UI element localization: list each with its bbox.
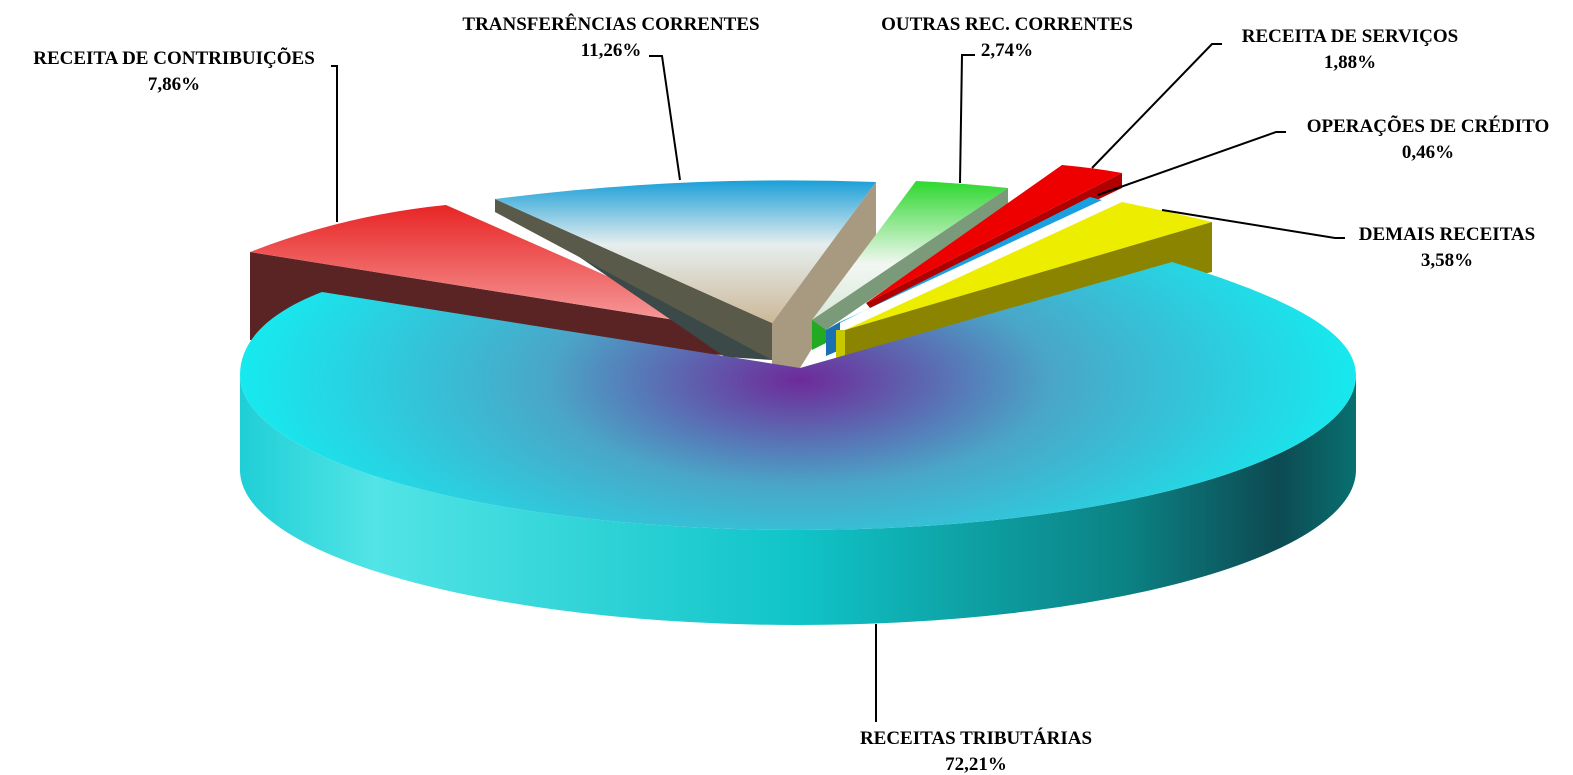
- slice-label-receita-de-contribuicoes-value: 7,86%: [148, 74, 200, 95]
- leader-line-operacoes-de-credito: [1097, 131, 1286, 196]
- pie-slice-transferencias-correntes: [495, 180, 876, 368]
- pie-slice-receitas-tributarias: [240, 262, 1356, 625]
- slice-label-receita-de-servicos-value: 1,88%: [1324, 52, 1376, 73]
- slice-label-demais-receitas-value: 3,58%: [1421, 250, 1473, 271]
- pie-slice-receita-de-servicos: [866, 165, 1122, 308]
- leader-line-outras-rec-correntes: [959, 54, 975, 184]
- slice-label-outras-rec-correntes-value: 2,74%: [981, 40, 1033, 61]
- slice-label-receitas-tributarias-value: 72,21%: [945, 754, 1007, 775]
- slice-labels: RECEITA DE CONTRIBUIÇÕES 7,86% TRANSFERÊ…: [33, 13, 1549, 775]
- pie-slice-demais-receitas: [836, 202, 1212, 358]
- slice-label-receita-de-contribuicoes-name: RECEITA DE CONTRIBUIÇÕES: [33, 47, 315, 69]
- slice-label-receita-de-servicos-name: RECEITA DE SERVIÇOS: [1242, 26, 1459, 47]
- slice-label-demais-receitas-name: DEMAIS RECEITAS: [1359, 224, 1536, 245]
- leader-line-demais-receitas: [1161, 209, 1345, 239]
- slice-label-transferencias-correntes-name: TRANSFERÊNCIAS CORRENTES: [462, 13, 759, 35]
- slice-label-operacoes-de-credito-value: 0,46%: [1402, 142, 1454, 163]
- leader-lines: [331, 43, 1345, 722]
- slice-label-transferencias-correntes-value: 11,26%: [581, 40, 642, 61]
- slice-label-operacoes-de-credito-name: OPERAÇÕES DE CRÉDITO: [1307, 115, 1549, 137]
- slice-label-outras-rec-correntes-name: OUTRAS REC. CORRENTES: [881, 14, 1133, 35]
- leader-line-transferencias-correntes: [649, 55, 681, 181]
- pie-slice-outras-rec-correntes: [812, 181, 1008, 350]
- leader-line-receita-de-servicos: [1091, 43, 1222, 169]
- slice-label-receitas-tributarias-name: RECEITAS TRIBUTÁRIAS: [860, 727, 1092, 749]
- leader-line-receita-de-contribuicoes: [331, 65, 338, 222]
